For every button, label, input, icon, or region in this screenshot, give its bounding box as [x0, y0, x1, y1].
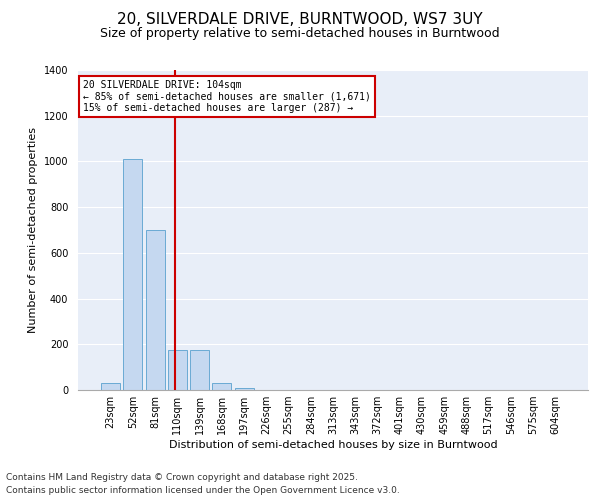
Text: Size of property relative to semi-detached houses in Burntwood: Size of property relative to semi-detach…: [100, 28, 500, 40]
Bar: [168, 350, 187, 390]
Text: Contains HM Land Registry data © Crown copyright and database right 2025.: Contains HM Land Registry data © Crown c…: [6, 474, 358, 482]
Bar: [212, 383, 231, 390]
Bar: [190, 350, 209, 390]
Text: 20, SILVERDALE DRIVE, BURNTWOOD, WS7 3UY: 20, SILVERDALE DRIVE, BURNTWOOD, WS7 3UY: [117, 12, 483, 28]
X-axis label: Distribution of semi-detached houses by size in Burntwood: Distribution of semi-detached houses by …: [169, 440, 497, 450]
Bar: [146, 230, 164, 390]
Text: 20 SILVERDALE DRIVE: 104sqm
← 85% of semi-detached houses are smaller (1,671)
15: 20 SILVERDALE DRIVE: 104sqm ← 85% of sem…: [83, 80, 371, 113]
Bar: [124, 159, 142, 390]
Y-axis label: Number of semi-detached properties: Number of semi-detached properties: [28, 127, 38, 333]
Bar: [235, 388, 254, 390]
Text: Contains public sector information licensed under the Open Government Licence v3: Contains public sector information licen…: [6, 486, 400, 495]
Bar: [101, 383, 120, 390]
